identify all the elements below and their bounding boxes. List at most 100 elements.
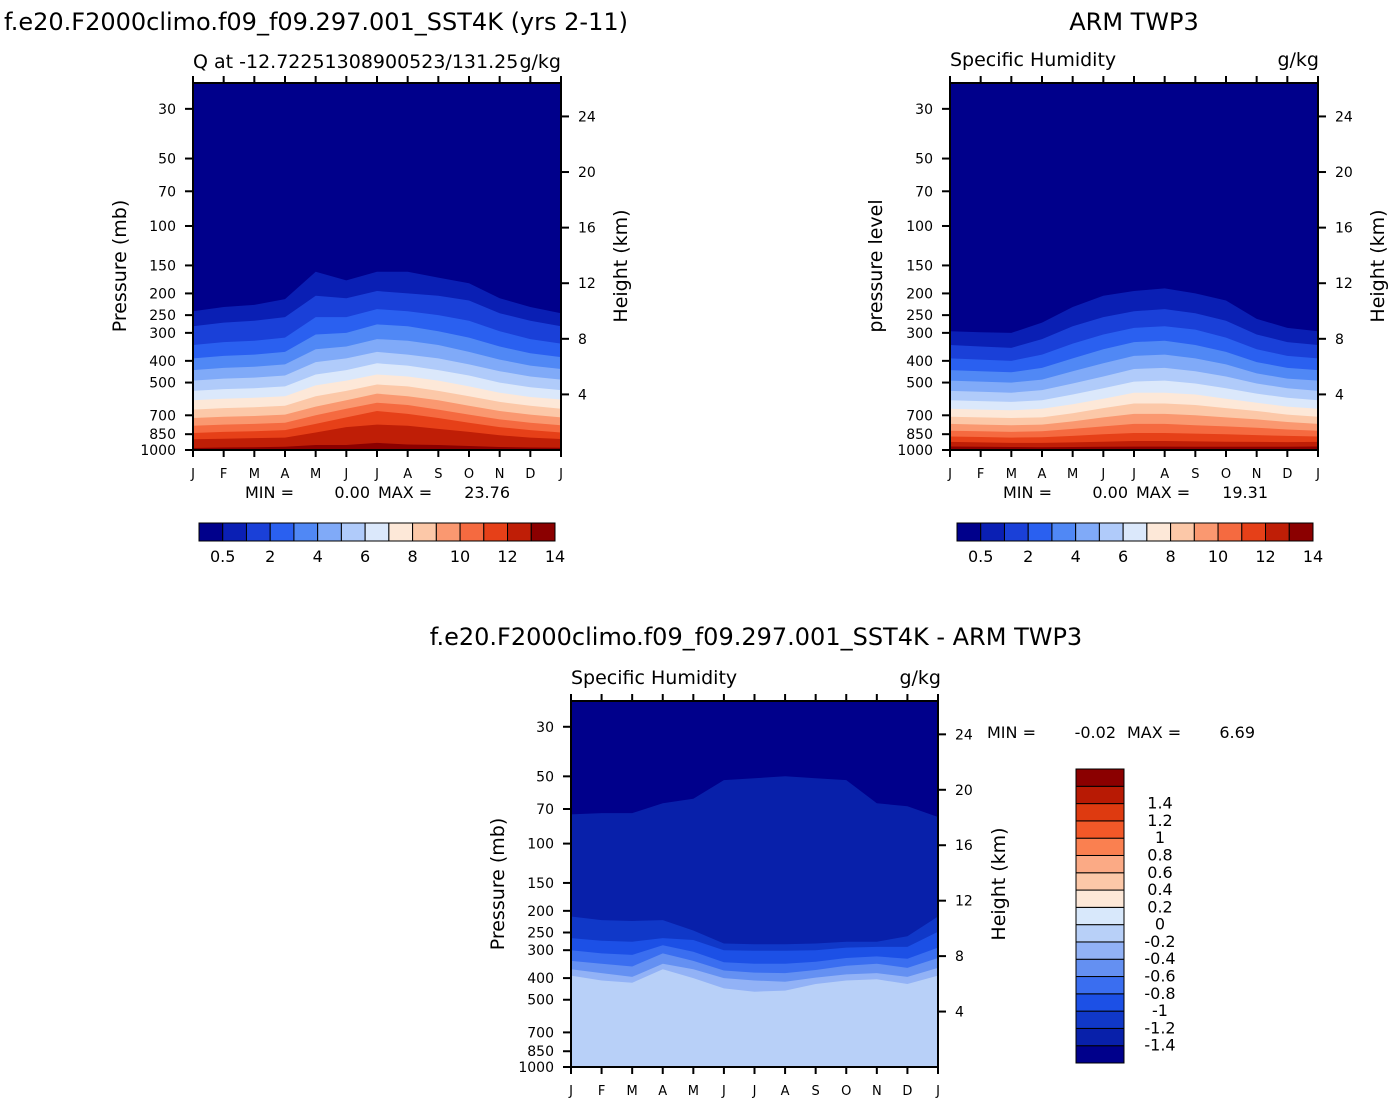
height-tick-label: 4 — [955, 1005, 964, 1021]
colorbar-label: 0.6 — [1147, 863, 1172, 882]
panel-obs-title-right: g/kg — [1277, 49, 1319, 71]
colorbar-box — [1122, 522, 1148, 542]
pressure-tick-label: 850 — [527, 1044, 554, 1060]
pressure-tick-label: 300 — [527, 943, 554, 959]
height-tick-label: 20 — [1335, 165, 1353, 181]
colorbar-box — [1075, 958, 1125, 978]
colorbar-box — [1075, 941, 1125, 960]
pressure-tick-label: 50 — [915, 152, 933, 168]
colorbar-label: 0 — [1155, 915, 1165, 934]
colorbar-box — [1051, 522, 1077, 542]
height-tick-label: 4 — [578, 387, 587, 403]
month-label: S — [434, 467, 442, 482]
panel-diff: f.e20.F2000climo.f09_f09.297.001_SST4K -… — [430, 623, 1255, 1099]
panel-obs-ylabel-right: Height (km) — [1367, 209, 1389, 322]
colorbar-box — [1075, 1010, 1125, 1029]
colorbar-label: -0.6 — [1144, 967, 1175, 986]
month-label: M — [310, 467, 321, 482]
panel-obs-min-value: 0.00 — [1092, 483, 1128, 502]
pressure-tick-label: 250 — [149, 308, 176, 324]
colorbar-label: 14 — [1303, 547, 1323, 566]
colorbar-box — [1075, 785, 1125, 805]
month-label: J — [721, 1084, 726, 1099]
colorbar-box — [1003, 522, 1029, 542]
colorbar-label: 4 — [1071, 547, 1081, 566]
colorbar-label: 2 — [265, 547, 275, 566]
colorbar-box — [1265, 522, 1290, 542]
pressure-tick-label: 70 — [536, 802, 554, 818]
month-label: M — [688, 1084, 699, 1099]
month-label: D — [525, 467, 535, 482]
month-label: M — [1067, 467, 1078, 482]
month-label: F — [598, 1084, 605, 1099]
pressure-tick-label: 150 — [149, 258, 176, 274]
pressure-tick-label: 100 — [906, 219, 933, 235]
panel-model-ylabel-right: Height (km) — [610, 209, 632, 322]
pressure-tick-label: 500 — [906, 376, 933, 392]
height-tick-label: 12 — [1335, 276, 1353, 292]
colorbar-label: 1 — [1155, 828, 1165, 847]
contour-band-13 — [193, 424, 561, 450]
colorbar-box — [222, 522, 247, 542]
month-label: N — [1252, 467, 1262, 482]
month-label: A — [281, 467, 290, 482]
height-tick-label: 12 — [578, 276, 596, 292]
pressure-tick-label: 700 — [906, 408, 933, 424]
colorbar-box — [1075, 924, 1125, 943]
colorbar-box — [507, 522, 532, 542]
colorbar-box — [1193, 522, 1219, 542]
colorbar-box — [1217, 522, 1243, 542]
month-label: J — [1100, 467, 1105, 482]
pressure-tick-label: 50 — [536, 769, 554, 785]
panel-diff-min-label: MIN = — [987, 723, 1036, 742]
month-label: F — [977, 467, 984, 482]
panel-model-ylabel: Pressure (mb) — [109, 200, 131, 333]
colorbar-box — [412, 522, 437, 542]
month-label: N — [495, 467, 505, 482]
colorbar-label: 14 — [545, 547, 565, 566]
pressure-tick-label: 30 — [915, 102, 933, 118]
panel-diff-max-value: 6.69 — [1219, 723, 1255, 742]
colorbar-box — [1146, 522, 1172, 542]
colorbar-label: -1.2 — [1144, 1018, 1175, 1037]
colorbar-label: -0.4 — [1144, 949, 1175, 968]
month-label: J — [1315, 467, 1320, 482]
pressure-tick-label: 30 — [158, 102, 176, 118]
pressure-tick-label: 200 — [906, 286, 933, 302]
panel-diff-ylabel-right: Height (km) — [988, 827, 1010, 940]
panel-obs-title-left: Specific Humidity — [950, 49, 1116, 71]
colorbar-box — [1027, 522, 1053, 542]
colorbar-label: 0.5 — [968, 547, 993, 566]
colorbar-label: 8 — [1166, 547, 1176, 566]
pressure-tick-label: 150 — [527, 876, 554, 892]
month-label: A — [781, 1084, 790, 1099]
height-tick-label: 24 — [578, 109, 596, 125]
colorbar-box — [530, 522, 556, 542]
pressure-tick-label: 70 — [158, 184, 176, 200]
month-label: A — [1038, 467, 1047, 482]
month-label: S — [812, 1084, 820, 1099]
colorbar-box — [1075, 993, 1125, 1012]
height-tick-label: 20 — [578, 165, 596, 181]
colorbar-box — [1075, 889, 1125, 908]
month-label: M — [1006, 467, 1017, 482]
contour-band-14 — [193, 442, 561, 450]
panel-diff-colorbar: -1.4-1.2-1-0.8-0.6-0.4-0.200.20.40.60.81… — [1075, 768, 1176, 1064]
colorbar-label: 10 — [450, 547, 470, 566]
colorbar-box — [1075, 803, 1125, 822]
height-tick-label: 8 — [1335, 332, 1344, 348]
panel-obs-max-label: MAX = — [1136, 483, 1190, 502]
colorbar-label: 10 — [1208, 547, 1228, 566]
pressure-tick-label: 200 — [527, 904, 554, 920]
pressure-tick-label: 100 — [149, 219, 176, 235]
pressure-tick-label: 850 — [906, 427, 933, 443]
month-label: J — [190, 467, 195, 482]
height-tick-label: 16 — [1335, 221, 1353, 237]
panel-model-min-label: MIN = — [245, 483, 294, 502]
colorbar-box — [1075, 768, 1125, 787]
pressure-tick-label: 50 — [158, 152, 176, 168]
height-tick-label: 4 — [1335, 387, 1344, 403]
month-label: N — [872, 1084, 882, 1099]
